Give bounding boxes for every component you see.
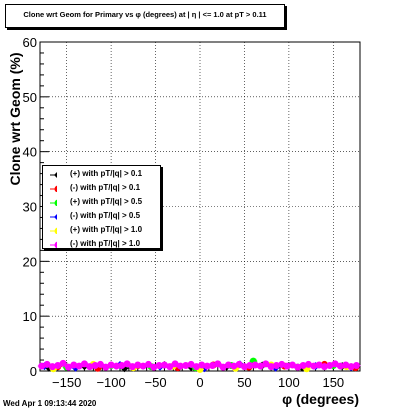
legend-item: (-) with pT/|q| > 0.1 xyxy=(43,182,161,196)
x-tick-label: −150 xyxy=(52,375,81,390)
data-point xyxy=(214,360,222,368)
legend: (+) with pT/|q| > 0.1 (-) with pT/|q| > 0… xyxy=(42,165,161,249)
data-point xyxy=(134,361,142,369)
data-point xyxy=(320,363,328,371)
x-tick-label: 100 xyxy=(278,375,300,390)
data-point xyxy=(336,362,344,370)
chart-title: Clone wrt Geom for Primary vs φ (degrees… xyxy=(23,10,267,19)
legend-item: (-) with pT/|q| > 0.5 xyxy=(43,210,161,224)
data-point xyxy=(310,362,318,370)
x-tick-label: 50 xyxy=(237,375,251,390)
x-axis-label: φ (degrees) xyxy=(282,391,359,407)
x-tick-label: 0 xyxy=(196,375,203,390)
data-point xyxy=(80,360,88,368)
data-point xyxy=(96,360,104,368)
legend-marker xyxy=(50,214,57,220)
y-tick-label: 20 xyxy=(23,254,37,269)
data-point xyxy=(224,361,232,369)
legend-label: (+) with pT/|q| > 0.5 xyxy=(70,197,143,206)
legend-item: (+) with pT/|q| > 0.1 xyxy=(43,168,161,182)
y-axis-label: Clone wrt Geom (%) xyxy=(7,52,23,185)
timestamp: Wed Apr 1 09:13:44 2020 xyxy=(3,399,97,408)
legend-marker-shape xyxy=(54,214,57,220)
legend-item: (+) with pT/|q| > 1.0 xyxy=(43,224,161,238)
data-point xyxy=(262,360,270,368)
data-point xyxy=(91,362,99,370)
data-point xyxy=(86,363,94,371)
data-point xyxy=(59,359,67,367)
legend-item: (+) with pT/|q| > 0.5 xyxy=(43,196,161,210)
data-point xyxy=(299,362,307,370)
grid xyxy=(40,41,360,372)
x-tick-label: −50 xyxy=(145,375,167,390)
legend-marker-shape xyxy=(54,185,57,192)
data-point xyxy=(203,362,211,370)
legend-marker-shape xyxy=(54,172,57,178)
data-point xyxy=(352,362,360,370)
data-point xyxy=(272,362,280,370)
data-point xyxy=(251,361,259,369)
data-point xyxy=(144,360,152,368)
data-point xyxy=(123,360,131,368)
legend-label: (-) with pT/|q| > 0.5 xyxy=(70,211,141,220)
data-point xyxy=(198,361,206,369)
legend-marker-shape xyxy=(54,199,57,206)
data-point xyxy=(155,362,163,370)
data-point xyxy=(267,363,275,371)
legend-label: (+) with pT/|q| > 1.0 xyxy=(70,225,143,234)
y-tick-label: 40 xyxy=(23,145,37,160)
data-point xyxy=(347,363,355,371)
data-point xyxy=(246,362,254,370)
legend-marker xyxy=(50,227,57,234)
legend-marker-shape xyxy=(54,241,57,248)
data-point xyxy=(176,362,184,370)
legend-label: (+) with pT/|q| > 0.1 xyxy=(70,169,143,178)
legend-label: (-) with pT/|q| > 0.1 xyxy=(70,183,141,192)
data-point xyxy=(240,363,248,371)
y-tick-label: 10 xyxy=(23,309,37,324)
legend-marker xyxy=(50,241,57,248)
data-point xyxy=(112,362,120,370)
data-point xyxy=(107,361,115,369)
y-tick-label: 50 xyxy=(23,90,37,105)
y-tick-label: 60 xyxy=(23,35,37,50)
x-tick-label: 150 xyxy=(322,375,344,390)
tick-labels: −150 −100 −50 0 50 100 150 0 10 20 30 40 50 60 xyxy=(23,35,345,390)
data-marks xyxy=(37,357,361,373)
legend-marker xyxy=(50,199,57,206)
chart-title-box: Clone wrt Geom for Primary vs φ (degrees… xyxy=(5,4,285,28)
legend-marker xyxy=(50,185,57,192)
data-point xyxy=(70,361,78,369)
data-point xyxy=(166,363,174,371)
y-tick-label: 0 xyxy=(30,364,37,379)
y-tick-label: 30 xyxy=(23,200,37,215)
legend-marker xyxy=(50,172,57,178)
legend-item: (-) with pT/|q| > 1.0 xyxy=(43,238,161,252)
legend-marker-shape xyxy=(54,227,57,234)
data-point xyxy=(182,362,190,370)
x-tick-label: −100 xyxy=(96,375,125,390)
data-point xyxy=(48,363,56,371)
data-point xyxy=(283,362,291,370)
legend-label: (-) with pT/|q| > 1.0 xyxy=(70,239,141,248)
